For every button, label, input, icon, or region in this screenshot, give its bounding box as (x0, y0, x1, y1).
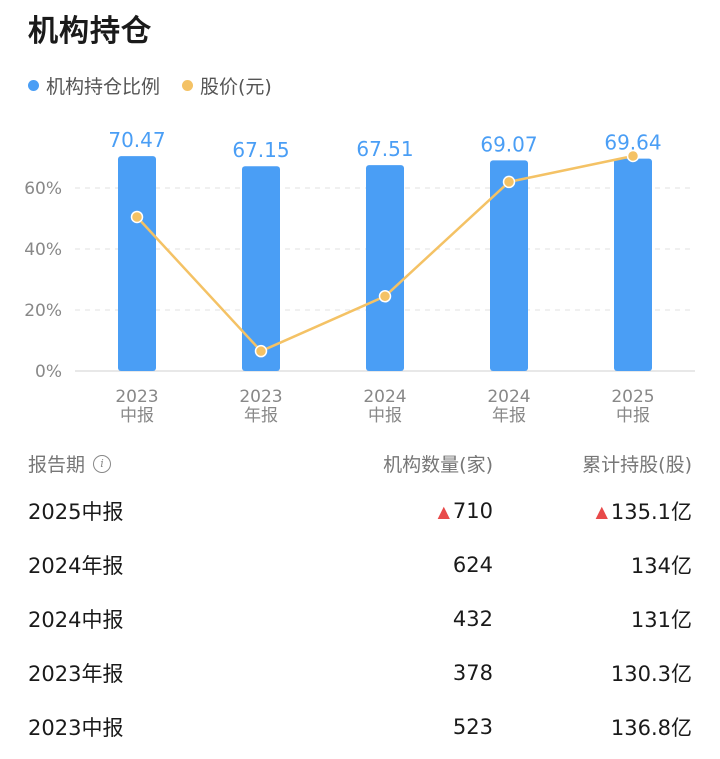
price-point (254, 344, 268, 358)
row-period: 2024年报 (28, 554, 124, 578)
header-cumulative-shares: 累计持股(股) (582, 454, 692, 476)
bar-value-label: 67.51 (356, 137, 413, 161)
table-row[interactable]: 2023中报 523 136.8亿 (0, 700, 720, 754)
legend-item-stock-price[interactable]: 股价(元) (182, 72, 272, 99)
chart-legend: 机构持仓比例 股价(元) (28, 72, 294, 99)
x-tick-label-year: 2023 (239, 387, 282, 407)
bar (490, 160, 528, 371)
y-tick-label: 20% (24, 301, 62, 321)
table-header: 报告期 i 机构数量(家) 累计持股(股) (0, 440, 720, 484)
row-cumulative-shares: 136.8亿 (610, 716, 692, 740)
holding-table: 报告期 i 机构数量(家) 累计持股(股) 2025中报 ▲ 710 ▲ 135.1亿 2… (0, 440, 720, 754)
x-tick-label-period: 年报 (244, 406, 278, 426)
row-institution-count: ▲ 710 (437, 499, 493, 523)
x-tick-label-year: 2023 (115, 387, 158, 407)
price-point (626, 149, 640, 163)
up-arrow-icon: ▲ (595, 501, 608, 521)
row-institution-count: 624 (452, 553, 493, 577)
bar-value-label: 69.07 (480, 132, 537, 156)
price-point (502, 175, 516, 189)
row-cumulative-shares: 130.3亿 (610, 662, 692, 686)
bar (118, 156, 156, 371)
row-institution-count: 378 (452, 661, 493, 685)
x-tick-label-year: 2024 (363, 387, 406, 407)
table-body: 2025中报 ▲ 710 ▲ 135.1亿 2024年报 624 134亿 2024中报 432 1… (0, 484, 720, 754)
table-row[interactable]: 2023年报 378 130.3亿 (0, 646, 720, 700)
x-tick-label-year: 2025 (611, 387, 654, 407)
y-tick-label: 60% (24, 179, 62, 199)
header-period-wrap: 报告期 i (28, 450, 112, 477)
table-row[interactable]: 2025中报 ▲ 710 ▲ 135.1亿 (0, 484, 720, 538)
x-tick-label-period: 中报 (368, 406, 402, 426)
legend-dot-bar (28, 80, 39, 91)
x-tick-label-year: 2024 (487, 387, 530, 407)
bar-value-label: 67.15 (232, 138, 289, 162)
table-row[interactable]: 2024年报 624 134亿 (0, 538, 720, 592)
bar (614, 158, 652, 371)
legend-item-holding-ratio[interactable]: 机构持仓比例 (28, 72, 160, 99)
info-icon[interactable]: i (93, 454, 112, 473)
y-tick-label: 40% (24, 240, 62, 260)
holding-chart[interactable]: 0%20%40%60%70.47 67.15 67.51 69.07 69.642023… (0, 100, 720, 430)
header-institution-count: 机构数量(家) (383, 454, 493, 476)
row-period: 2023年报 (28, 662, 124, 686)
price-point (378, 290, 392, 303)
row-cumulative-shares: ▲ 135.1亿 (595, 500, 692, 524)
legend-label-stock-price: 股价(元) (200, 76, 272, 98)
x-tick-label-period: 中报 (616, 406, 650, 426)
bar-value-label: 70.47 (108, 128, 165, 152)
x-tick-label-period: 中报 (120, 406, 154, 426)
page-title: 机构持仓 (28, 14, 152, 49)
header-period: 报告期 (28, 454, 86, 476)
table-row[interactable]: 2024中报 432 131亿 (0, 592, 720, 646)
legend-label-holding-ratio: 机构持仓比例 (46, 76, 161, 98)
row-institution-count: 432 (452, 607, 493, 631)
y-tick-label: 0% (35, 362, 62, 382)
price-point (130, 210, 144, 224)
legend-dot-line (182, 80, 194, 91)
bar (366, 165, 404, 371)
up-arrow-icon: ▲ (437, 501, 450, 521)
row-period: 2023中报 (28, 716, 124, 740)
x-tick-label-period: 年报 (492, 406, 526, 426)
bar (242, 166, 280, 371)
row-period: 2024中报 (28, 608, 124, 632)
row-period: 2025中报 (28, 500, 124, 524)
row-cumulative-shares: 131亿 (630, 608, 692, 632)
row-institution-count: 523 (452, 715, 493, 739)
row-cumulative-shares: 134亿 (630, 554, 692, 578)
